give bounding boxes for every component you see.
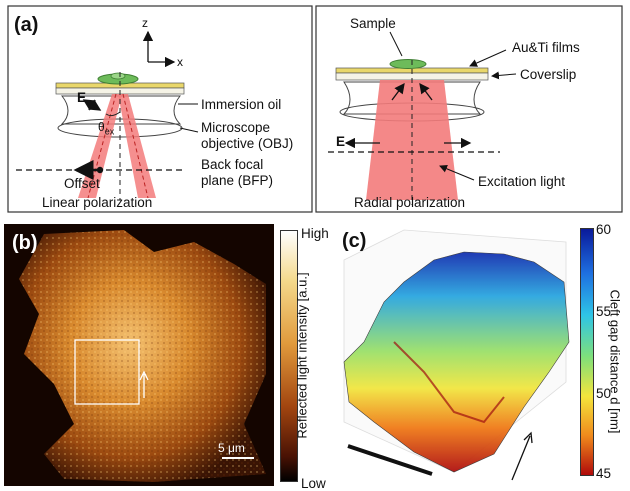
bfp-label-line1: Back focal — [201, 157, 264, 172]
immersion-oil-label: Immersion oil — [201, 97, 282, 112]
roi-box — [74, 339, 140, 405]
axis-z-label: z — [142, 16, 148, 30]
panel-a-right-frame — [315, 5, 623, 213]
objective-label-line2: objective (OBJ) — [201, 136, 294, 151]
panel-c-colorbar-title: Cleft gap distance d [nm] — [607, 289, 623, 434]
objective-label-line1: Microscope — [201, 120, 271, 135]
reflection-image — [4, 224, 274, 486]
films-label: Au&Ti films — [512, 40, 580, 55]
surface-plot — [343, 229, 570, 481]
panel-a-diagram — [7, 5, 623, 213]
panel-c: (c) 60 55 50 45 Cleft gap distance d [nm… — [334, 222, 630, 491]
colorbar-title: Reflected light intensity [a.u.] — [294, 272, 310, 439]
panel-a: (a) z x E θex Immersion oil Microscope o… — [0, 0, 630, 218]
panel-b: (b) 5 μm High Low Reflected light intens… — [0, 222, 330, 491]
panel-a-left-frame — [7, 5, 313, 213]
right-excitation-beam — [366, 80, 458, 200]
offset-label: Offset — [64, 176, 100, 191]
panel-c-colorbar — [580, 228, 594, 476]
sample-label: Sample — [350, 16, 396, 31]
colorbar-tick-55: 55 — [596, 304, 612, 319]
theta-label: θex — [98, 120, 115, 137]
colorbar-tick-60: 60 — [596, 222, 612, 237]
bfp-label-line2: plane (BFP) — [201, 173, 274, 188]
panel-b-label: (b) — [12, 232, 38, 254]
coverslip-label: Coverslip — [520, 67, 577, 82]
colorbar-tick-45: 45 — [596, 466, 612, 481]
axis-x-label: x — [177, 55, 183, 69]
radial-polarization-label: Radial polarization — [354, 195, 466, 210]
axes-icon — [142, 30, 176, 68]
colorbar-high-label: High — [301, 226, 329, 241]
panel-a-label: (a) — [14, 14, 39, 36]
excitation-light-label: Excitation light — [478, 174, 566, 189]
colorbar-low-label: Low — [301, 476, 326, 491]
panel-b-colorbar — [280, 230, 298, 482]
linear-polarization-label: Linear polarization — [42, 195, 153, 210]
right-e-field-label: E — [336, 134, 346, 149]
panel-c-label: (c) — [342, 230, 367, 252]
scale-bar-label: 5 μm — [218, 441, 245, 455]
left-e-field-label: E — [77, 90, 87, 105]
x-scale-bar — [347, 444, 433, 476]
right-cell — [389, 59, 427, 69]
colorbar-tick-50: 50 — [596, 386, 612, 401]
